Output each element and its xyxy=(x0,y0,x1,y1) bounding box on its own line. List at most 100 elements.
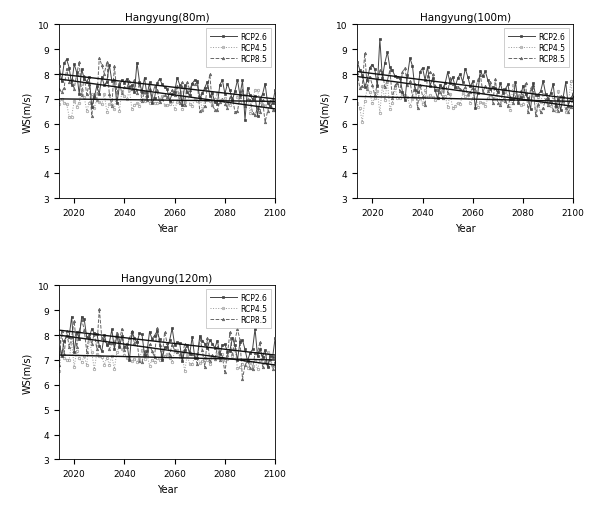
RCP4.5 xyxy=(166,356,173,362)
RCP2.6 xyxy=(166,338,173,344)
RCP4.5 xyxy=(56,102,63,108)
RCP8.5 xyxy=(106,346,113,352)
RCP4.5 xyxy=(166,102,173,108)
RCP4.5 xyxy=(464,93,471,99)
RCP2.6 xyxy=(264,364,271,370)
RCP4.5 xyxy=(66,114,73,120)
RCP8.5 xyxy=(121,348,128,354)
RCP8.5 xyxy=(262,120,269,126)
RCP8.5 xyxy=(91,331,98,337)
RCP2.6 xyxy=(106,340,113,346)
X-axis label: Year: Year xyxy=(455,223,476,233)
RCP2.6 xyxy=(391,74,398,80)
RCP2.6 xyxy=(376,37,384,43)
RCP8.5 xyxy=(404,83,411,89)
RCP2.6 xyxy=(532,93,539,99)
RCP8.5 xyxy=(570,94,577,100)
Line: RCP2.6: RCP2.6 xyxy=(356,38,574,112)
RCP2.6 xyxy=(464,75,471,81)
RCP4.5 xyxy=(121,94,128,100)
Line: RCP2.6: RCP2.6 xyxy=(58,59,277,122)
RCP4.5 xyxy=(391,86,398,92)
RCP4.5 xyxy=(272,362,279,368)
RCP4.5 xyxy=(106,362,113,368)
RCP8.5 xyxy=(91,92,98,98)
Title: Hangyung(100m): Hangyung(100m) xyxy=(420,13,511,23)
RCP2.6 xyxy=(56,64,63,70)
Line: RCP2.6: RCP2.6 xyxy=(58,316,277,369)
Y-axis label: WS(m/s): WS(m/s) xyxy=(22,352,33,393)
RCP4.5 xyxy=(353,100,361,107)
RCP2.6 xyxy=(148,336,155,342)
RCP8.5 xyxy=(534,102,541,108)
RCP4.5 xyxy=(404,95,411,101)
RCP2.6 xyxy=(121,80,128,86)
RCP2.6 xyxy=(242,118,249,124)
RCP4.5 xyxy=(148,95,155,102)
RCP2.6 xyxy=(78,314,85,320)
RCP8.5 xyxy=(166,352,173,358)
RCP8.5 xyxy=(272,359,279,365)
RCP2.6 xyxy=(93,84,100,90)
RCP4.5 xyxy=(106,102,113,108)
RCP2.6 xyxy=(557,108,564,114)
RCP2.6 xyxy=(106,63,113,69)
RCP4.5 xyxy=(570,98,577,105)
RCP8.5 xyxy=(464,92,471,98)
RCP2.6 xyxy=(353,60,361,66)
Y-axis label: WS(m/s): WS(m/s) xyxy=(22,91,33,133)
RCP4.5 xyxy=(93,351,100,357)
RCP4.5 xyxy=(121,352,128,358)
Y-axis label: WS(m/s): WS(m/s) xyxy=(320,91,330,133)
Legend: RCP2.6, RCP4.5, RCP8.5: RCP2.6, RCP4.5, RCP8.5 xyxy=(504,29,570,68)
RCP2.6 xyxy=(56,338,63,344)
RCP8.5 xyxy=(353,70,361,76)
RCP4.5 xyxy=(184,87,191,93)
RCP2.6 xyxy=(272,335,279,341)
RCP2.6 xyxy=(148,101,155,107)
RCP8.5 xyxy=(166,91,173,97)
RCP4.5 xyxy=(56,368,63,374)
RCP4.5 xyxy=(419,102,426,108)
RCP4.5 xyxy=(148,357,155,363)
RCP2.6 xyxy=(93,331,100,337)
RCP8.5 xyxy=(106,92,113,98)
RCP8.5 xyxy=(96,306,103,312)
Line: RCP8.5: RCP8.5 xyxy=(58,58,277,124)
RCP2.6 xyxy=(404,73,411,79)
RCP4.5 xyxy=(532,107,539,113)
RCP4.5 xyxy=(359,120,366,126)
RCP2.6 xyxy=(419,66,426,72)
RCP2.6 xyxy=(234,358,241,364)
RCP8.5 xyxy=(148,348,155,355)
RCP2.6 xyxy=(63,58,70,64)
RCP8.5 xyxy=(272,108,279,114)
RCP4.5 xyxy=(86,336,93,342)
RCP2.6 xyxy=(166,98,173,105)
Line: RCP4.5: RCP4.5 xyxy=(58,338,277,373)
RCP2.6 xyxy=(447,81,454,87)
RCP2.6 xyxy=(570,92,577,98)
RCP8.5 xyxy=(419,93,426,99)
RCP2.6 xyxy=(272,88,279,94)
RCP2.6 xyxy=(234,78,241,84)
RCP8.5 xyxy=(121,85,128,91)
RCP8.5 xyxy=(361,51,368,57)
RCP4.5 xyxy=(272,100,279,107)
RCP8.5 xyxy=(532,113,539,119)
RCP8.5 xyxy=(234,326,241,332)
Legend: RCP2.6, RCP4.5, RCP8.5: RCP2.6, RCP4.5, RCP8.5 xyxy=(206,29,271,68)
RCP4.5 xyxy=(181,369,189,375)
RCP4.5 xyxy=(447,91,454,97)
RCP4.5 xyxy=(236,365,243,371)
RCP4.5 xyxy=(236,100,243,106)
RCP8.5 xyxy=(96,56,103,62)
RCP4.5 xyxy=(567,79,574,85)
Line: RCP8.5: RCP8.5 xyxy=(58,308,277,381)
Line: RCP4.5: RCP4.5 xyxy=(58,89,277,119)
RCP8.5 xyxy=(56,362,63,368)
Title: Hangyung(80m): Hangyung(80m) xyxy=(125,13,209,23)
RCP4.5 xyxy=(93,97,100,104)
RCP8.5 xyxy=(148,95,155,101)
RCP8.5 xyxy=(56,87,63,93)
